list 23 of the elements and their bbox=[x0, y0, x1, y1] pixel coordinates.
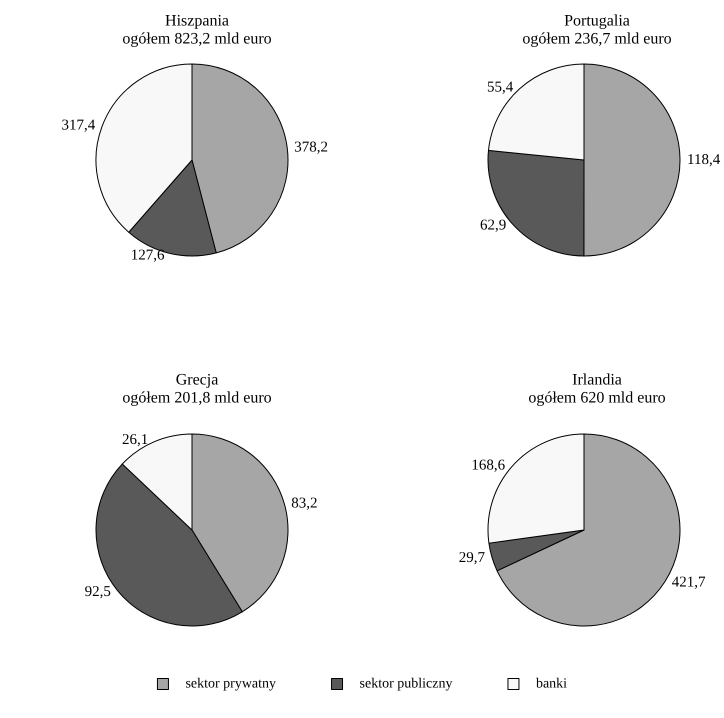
chart-title: Grecja bbox=[176, 372, 218, 388]
data-label: 26,1 bbox=[122, 432, 148, 448]
chart-title: Irlandia bbox=[572, 372, 622, 388]
data-label: 92,5 bbox=[84, 584, 111, 600]
data-label: 421,7 bbox=[672, 574, 706, 591]
data-label: 378,2 bbox=[294, 140, 328, 156]
legend-label: banki bbox=[536, 676, 568, 692]
legend-label: sektor publiczny bbox=[360, 676, 452, 692]
chart-subtitle: ogółem 823,2 mld euro bbox=[122, 30, 272, 48]
data-label: 317,4 bbox=[62, 118, 96, 134]
data-label: 55,4 bbox=[487, 79, 514, 96]
data-label: 62,9 bbox=[480, 218, 506, 234]
legend-label: sektor prywatny bbox=[185, 676, 276, 692]
chart-subtitle: ogółem 236,7 mld euro bbox=[522, 30, 672, 48]
chart-title: Portugalia bbox=[564, 12, 630, 30]
chart-title: Hiszpania bbox=[165, 12, 229, 30]
data-label: 118,4 bbox=[687, 152, 721, 168]
data-label: 127,6 bbox=[130, 247, 165, 264]
data-label: 168,6 bbox=[471, 458, 506, 474]
chart-subtitle: ogółem 201,8 mld euro bbox=[122, 390, 272, 406]
data-label: 83,2 bbox=[291, 495, 318, 512]
data-label: 29,7 bbox=[458, 550, 486, 566]
chart-subtitle: ogółem 620 mld euro bbox=[528, 390, 666, 406]
